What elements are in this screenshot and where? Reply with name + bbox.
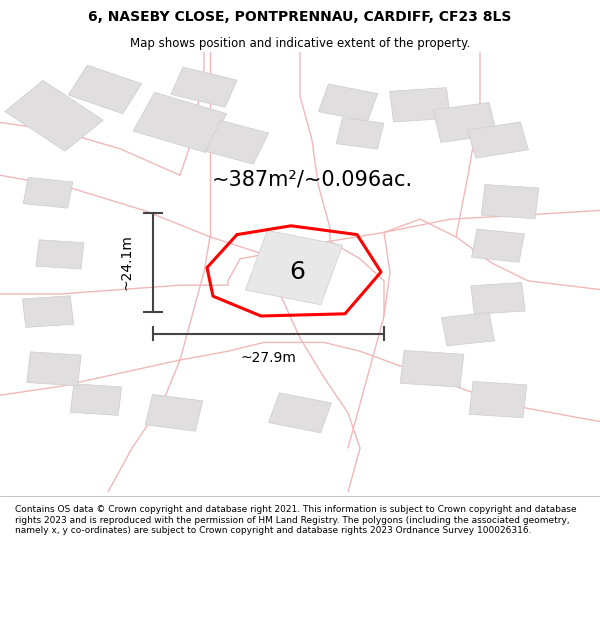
Polygon shape	[23, 177, 73, 208]
Polygon shape	[5, 81, 103, 151]
Polygon shape	[481, 184, 539, 219]
Polygon shape	[22, 296, 74, 328]
Polygon shape	[469, 381, 527, 418]
Text: ~387m²/~0.096ac.: ~387m²/~0.096ac.	[211, 169, 413, 189]
Text: 6, NASEBY CLOSE, PONTPRENNAU, CARDIFF, CF23 8LS: 6, NASEBY CLOSE, PONTPRENNAU, CARDIFF, C…	[88, 11, 512, 24]
Polygon shape	[145, 394, 203, 431]
Polygon shape	[400, 351, 464, 387]
Polygon shape	[467, 122, 529, 158]
Polygon shape	[319, 84, 377, 121]
Text: Map shows position and indicative extent of the property.: Map shows position and indicative extent…	[130, 38, 470, 51]
Polygon shape	[133, 92, 227, 152]
Polygon shape	[336, 118, 384, 149]
Polygon shape	[471, 282, 525, 314]
Polygon shape	[268, 392, 332, 432]
Polygon shape	[390, 88, 450, 122]
Polygon shape	[68, 65, 142, 114]
Polygon shape	[433, 102, 497, 142]
Text: ~24.1m: ~24.1m	[119, 234, 133, 290]
Polygon shape	[36, 240, 84, 269]
Text: 6: 6	[289, 260, 305, 284]
Text: ~27.9m: ~27.9m	[241, 351, 296, 365]
Polygon shape	[27, 352, 81, 386]
Polygon shape	[472, 229, 524, 262]
Polygon shape	[245, 231, 343, 305]
Polygon shape	[205, 120, 269, 164]
Polygon shape	[442, 312, 494, 346]
Text: Contains OS data © Crown copyright and database right 2021. This information is : Contains OS data © Crown copyright and d…	[15, 505, 577, 535]
Polygon shape	[171, 67, 237, 108]
Polygon shape	[70, 384, 122, 416]
